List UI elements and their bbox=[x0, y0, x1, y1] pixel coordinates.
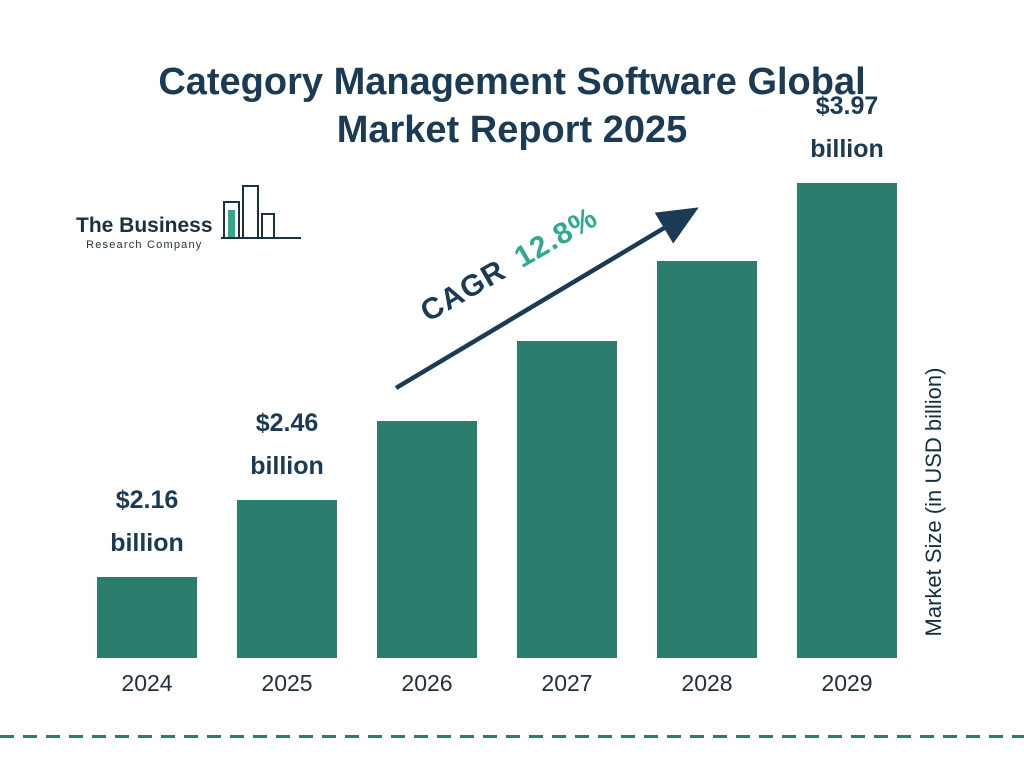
value-line1: $3.97 bbox=[815, 92, 879, 120]
value-line1: $2.16 bbox=[115, 486, 179, 514]
cagr-trend-arrow bbox=[394, 207, 699, 390]
bar-2026 bbox=[377, 421, 477, 658]
bars-area: $2.16 billion $2.46 billion $ bbox=[97, 92, 897, 658]
value-label-2029: $3.97 billion bbox=[810, 85, 884, 170]
bar-2028 bbox=[657, 261, 757, 658]
value-line1: $2.46 bbox=[255, 409, 319, 437]
value-label-2024: $2.16 billion bbox=[110, 479, 184, 564]
x-tick-2024: 2024 bbox=[121, 670, 173, 696]
x-tick-2027: 2027 bbox=[541, 670, 593, 696]
value-line2: billion bbox=[810, 134, 884, 163]
bar-column-2025: $2.46 billion bbox=[237, 402, 337, 658]
x-tick-2028: 2028 bbox=[681, 670, 733, 696]
y-axis-label: Market Size (in USD billion) bbox=[921, 367, 946, 637]
logo-line2: Research Company bbox=[86, 239, 203, 251]
bar-column-2026 bbox=[377, 408, 477, 658]
x-tick-2025: 2025 bbox=[261, 670, 313, 696]
x-axis-labels: 2024 2025 2026 2027 2028 2029 bbox=[97, 670, 897, 697]
logo: The Business Research Company bbox=[76, 182, 303, 251]
logo-line1: The Business bbox=[76, 214, 213, 237]
page-title: Category Management Software Global Mark… bbox=[158, 61, 866, 151]
bar-2025 bbox=[237, 500, 337, 658]
bar-2024 bbox=[97, 577, 197, 658]
bar-2029 bbox=[797, 183, 897, 658]
bar-column-2027 bbox=[517, 328, 617, 658]
value-label-2025: $2.46 billion bbox=[250, 402, 324, 487]
bottom-dashed-divider bbox=[0, 735, 1024, 738]
bar-chart: $2.16 billion $2.46 billion $ bbox=[97, 92, 897, 697]
bar-chart-logo-icon bbox=[220, 182, 303, 251]
bar-column-2024: $2.16 billion bbox=[97, 479, 197, 658]
bar-2027 bbox=[517, 341, 617, 658]
value-line2: billion bbox=[250, 451, 324, 480]
bar-column-2028 bbox=[657, 248, 757, 658]
value-line2: billion bbox=[110, 528, 184, 557]
bar-column-2029: $3.97 billion bbox=[797, 85, 897, 658]
x-tick-2029: 2029 bbox=[821, 670, 873, 696]
logo-text: The Business Research Company bbox=[76, 214, 213, 251]
x-tick-2026: 2026 bbox=[401, 670, 453, 696]
